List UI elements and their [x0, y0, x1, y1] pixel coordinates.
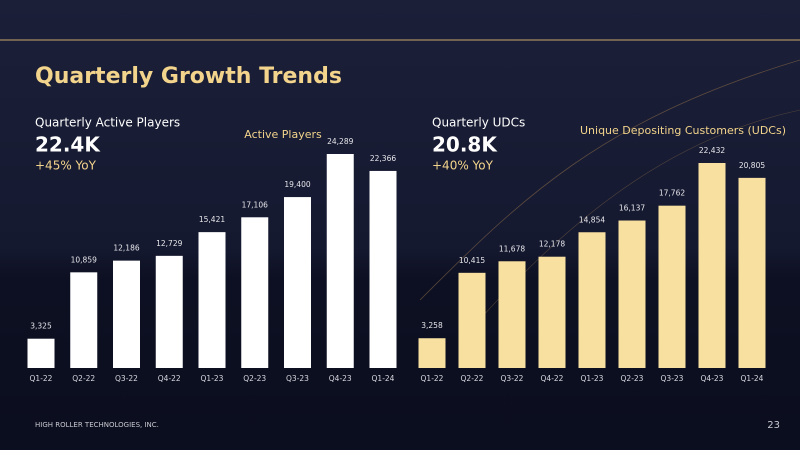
chart-title: Active Players [244, 128, 322, 141]
x-tick-label: Q4-23 [329, 374, 352, 383]
bar [698, 163, 726, 368]
value-label: 22,366 [370, 154, 396, 163]
bar [418, 338, 446, 368]
chart-title: Unique Depositing Customers (UDCs) [580, 124, 786, 137]
x-tick-label: Q2-23 [243, 374, 266, 383]
bar [27, 338, 55, 368]
kpi-label: Quarterly UDCs [432, 116, 525, 130]
value-label: 12,186 [113, 244, 139, 253]
value-label: 16,137 [619, 204, 645, 213]
value-label: 10,415 [459, 256, 485, 265]
bar [284, 197, 311, 368]
x-tick-label: Q2-23 [621, 374, 644, 383]
x-tick-label: Q1-24 [372, 374, 395, 383]
value-label: 20,805 [739, 161, 765, 170]
x-tick-label: Q1-23 [581, 374, 604, 383]
bar [458, 272, 486, 368]
x-tick-label: Q1-24 [741, 374, 764, 383]
value-label: 10,859 [71, 255, 97, 264]
bar [658, 205, 686, 368]
bar [70, 272, 98, 368]
page-number: 23 [767, 420, 780, 431]
x-tick-label: Q3-23 [286, 374, 309, 383]
value-label: 22,432 [699, 146, 725, 155]
value-label: 15,421 [199, 215, 225, 224]
x-tick-label: Q4-22 [541, 374, 564, 383]
bar [738, 177, 766, 368]
footer: HIGH ROLLER TECHNOLOGIES, INC. [35, 421, 159, 429]
x-tick-label: Q2-22 [72, 374, 95, 383]
x-tick-label: Q3-22 [501, 374, 524, 383]
bar [155, 255, 183, 368]
bar [241, 217, 269, 368]
x-tick-label: Q2-22 [461, 374, 484, 383]
value-label: 11,678 [499, 244, 525, 253]
value-label: 17,762 [659, 189, 685, 198]
value-label: 19,400 [284, 180, 310, 189]
value-label: 12,178 [539, 240, 565, 249]
slide-title: Quarterly Growth Trends [35, 64, 342, 89]
x-tick-label: Q1-23 [201, 374, 224, 383]
x-tick-label: Q1-22 [30, 374, 53, 383]
bar [198, 232, 226, 368]
x-tick-label: Q1-22 [421, 374, 444, 383]
value-label: 3,325 [30, 322, 52, 331]
x-tick-label: Q3-23 [661, 374, 684, 383]
kpi-value: 22.4K [35, 133, 101, 157]
value-label: 24,289 [327, 137, 353, 146]
x-tick-label: Q3-22 [115, 374, 138, 383]
value-label: 17,106 [242, 200, 268, 209]
bar [326, 154, 354, 368]
value-label: 3,258 [421, 321, 443, 330]
value-label: 14,854 [579, 215, 605, 224]
kpi-value: 20.8K [432, 133, 498, 157]
kpi-change: +45% YoY [35, 159, 97, 173]
bar [578, 232, 606, 368]
x-tick-label: Q4-22 [158, 374, 181, 383]
bar [498, 261, 526, 368]
kpi-change: +40% YoY [432, 159, 494, 173]
x-tick-label: Q4-23 [701, 374, 724, 383]
kpi-label: Quarterly Active Players [35, 116, 180, 130]
bar [618, 220, 646, 368]
value-label: 12,729 [156, 239, 182, 248]
decor-curve [419, 59, 800, 301]
bar [113, 260, 140, 368]
bar [369, 170, 397, 368]
bar [538, 256, 566, 368]
